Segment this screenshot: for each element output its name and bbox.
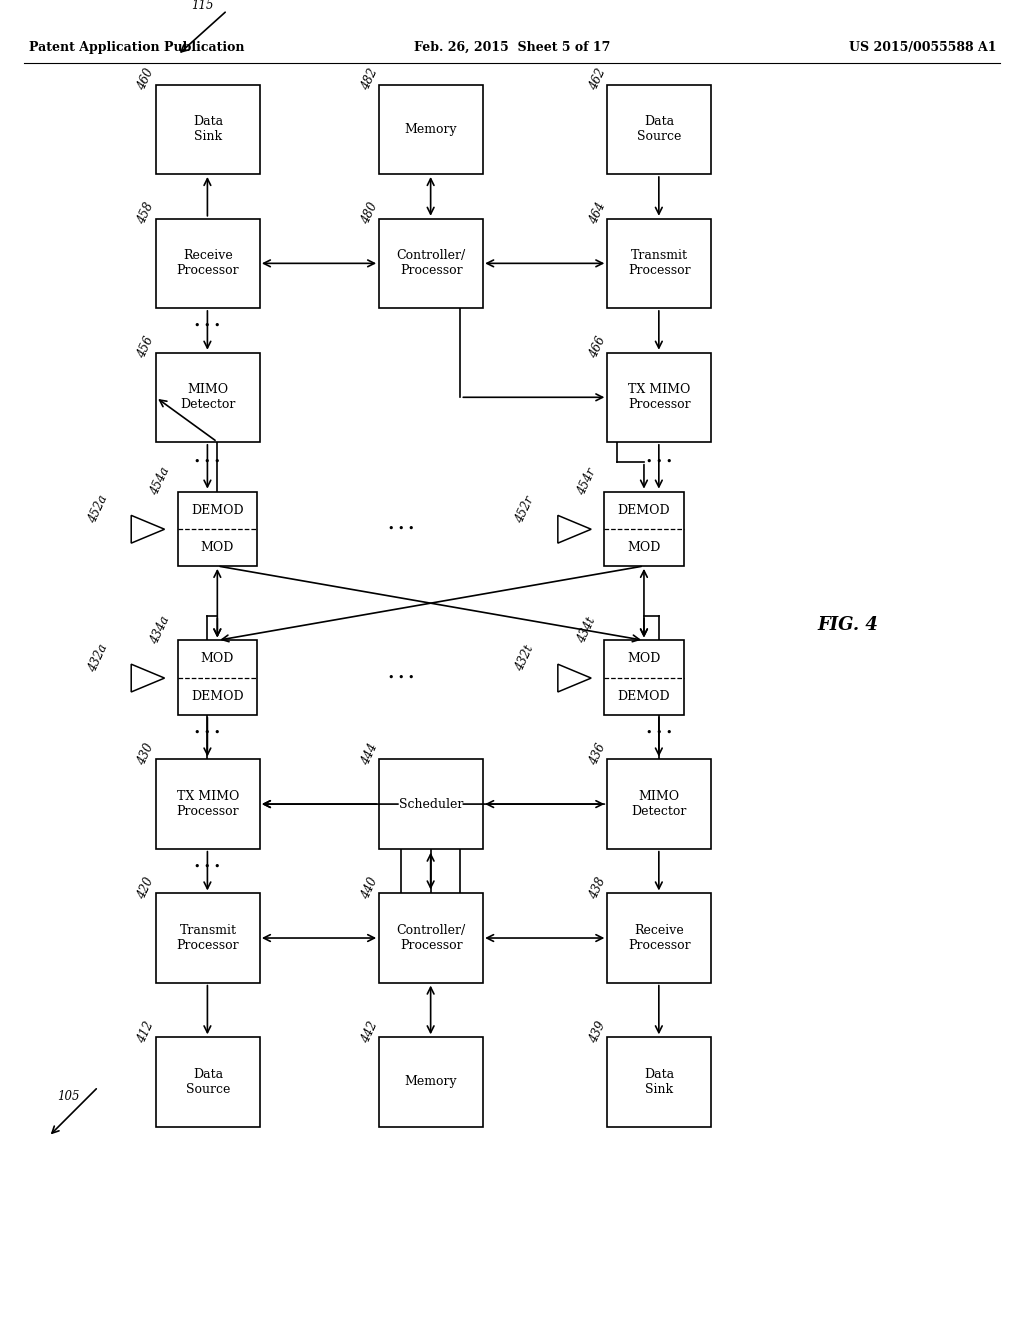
Bar <box>607 84 712 174</box>
Text: Memory: Memory <box>404 1076 458 1089</box>
Text: 436: 436 <box>587 742 608 767</box>
Bar <box>379 759 483 849</box>
Bar <box>379 219 483 308</box>
Bar <box>379 894 483 982</box>
Text: DEMOD: DEMOD <box>617 504 671 516</box>
Text: Controller/
Processor: Controller/ Processor <box>396 924 466 952</box>
Text: 452r: 452r <box>513 494 537 525</box>
Text: 432a: 432a <box>86 642 111 675</box>
Text: TX MIMO
Processor: TX MIMO Processor <box>176 791 240 818</box>
Bar <box>379 84 483 174</box>
Text: • • •: • • • <box>645 727 672 738</box>
Text: TX MIMO
Processor: TX MIMO Processor <box>628 383 690 412</box>
Bar <box>156 1038 260 1126</box>
Text: 105: 105 <box>57 1090 80 1104</box>
Bar <box>156 84 260 174</box>
Text: DEMOD: DEMOD <box>191 689 244 702</box>
Text: 442: 442 <box>358 1019 380 1045</box>
Text: 462: 462 <box>587 67 608 92</box>
Text: 440: 440 <box>358 875 380 902</box>
Text: • • •: • • • <box>388 673 414 682</box>
Bar <box>607 219 712 308</box>
Text: • • •: • • • <box>195 321 220 331</box>
Bar <box>607 759 712 849</box>
Text: FIG. 4: FIG. 4 <box>817 616 879 635</box>
Text: Patent Application Publication: Patent Application Publication <box>29 41 245 54</box>
Text: Feb. 26, 2015  Sheet 5 of 17: Feb. 26, 2015 Sheet 5 of 17 <box>414 41 610 54</box>
Bar <box>177 640 257 715</box>
Text: 466: 466 <box>587 335 608 360</box>
Bar <box>156 894 260 982</box>
Text: 480: 480 <box>358 201 380 227</box>
Text: MOD: MOD <box>201 652 234 665</box>
Text: Transmit
Processor: Transmit Processor <box>176 924 240 952</box>
Bar <box>607 894 712 982</box>
Text: 434a: 434a <box>147 614 172 647</box>
Text: Data
Sink: Data Sink <box>193 115 223 144</box>
Text: 430: 430 <box>135 742 157 767</box>
Text: 115: 115 <box>191 0 214 12</box>
Text: Controller/
Processor: Controller/ Processor <box>396 249 466 277</box>
Text: 452a: 452a <box>86 494 111 525</box>
Text: 454a: 454a <box>147 466 172 498</box>
Text: 456: 456 <box>135 335 157 360</box>
Polygon shape <box>131 664 165 692</box>
Text: Receive
Processor: Receive Processor <box>176 249 240 277</box>
Text: • • •: • • • <box>388 524 414 535</box>
Text: 454r: 454r <box>574 466 598 498</box>
Bar <box>607 352 712 442</box>
Text: Transmit
Processor: Transmit Processor <box>628 249 690 277</box>
Bar <box>156 352 260 442</box>
Text: Memory: Memory <box>404 123 458 136</box>
Text: 464: 464 <box>587 201 608 227</box>
Polygon shape <box>558 664 591 692</box>
Bar <box>607 1038 712 1126</box>
Text: • • •: • • • <box>195 862 220 871</box>
Bar <box>177 491 257 566</box>
Text: 438: 438 <box>587 875 608 902</box>
Text: 434t: 434t <box>574 615 598 645</box>
Bar <box>379 1038 483 1126</box>
Text: 439: 439 <box>587 1019 608 1045</box>
Text: 458: 458 <box>135 201 157 227</box>
Bar <box>604 640 684 715</box>
Bar <box>156 759 260 849</box>
Text: Scheduler: Scheduler <box>399 797 463 810</box>
Bar <box>156 219 260 308</box>
Text: DEMOD: DEMOD <box>191 504 244 516</box>
Text: MOD: MOD <box>201 541 234 554</box>
Polygon shape <box>131 515 165 543</box>
Polygon shape <box>558 515 591 543</box>
Text: Data
Source: Data Source <box>637 115 682 144</box>
Text: Receive
Processor: Receive Processor <box>628 924 690 952</box>
Text: 432t: 432t <box>513 643 537 673</box>
Text: MIMO
Detector: MIMO Detector <box>632 791 687 818</box>
Text: • • •: • • • <box>645 457 672 467</box>
Text: 460: 460 <box>135 67 157 92</box>
Text: US 2015/0055588 A1: US 2015/0055588 A1 <box>849 41 996 54</box>
Text: • • •: • • • <box>195 457 220 467</box>
Text: MOD: MOD <box>628 652 660 665</box>
Text: MIMO
Detector: MIMO Detector <box>180 383 236 412</box>
Text: 420: 420 <box>135 875 157 902</box>
Bar <box>604 491 684 566</box>
Text: • • •: • • • <box>195 727 220 738</box>
Text: MOD: MOD <box>628 541 660 554</box>
Text: Data
Source: Data Source <box>185 1068 230 1096</box>
Text: DEMOD: DEMOD <box>617 689 671 702</box>
Text: 482: 482 <box>358 67 380 92</box>
Text: Data
Sink: Data Sink <box>644 1068 675 1096</box>
Text: 444: 444 <box>358 742 380 767</box>
Text: 412: 412 <box>135 1019 157 1045</box>
